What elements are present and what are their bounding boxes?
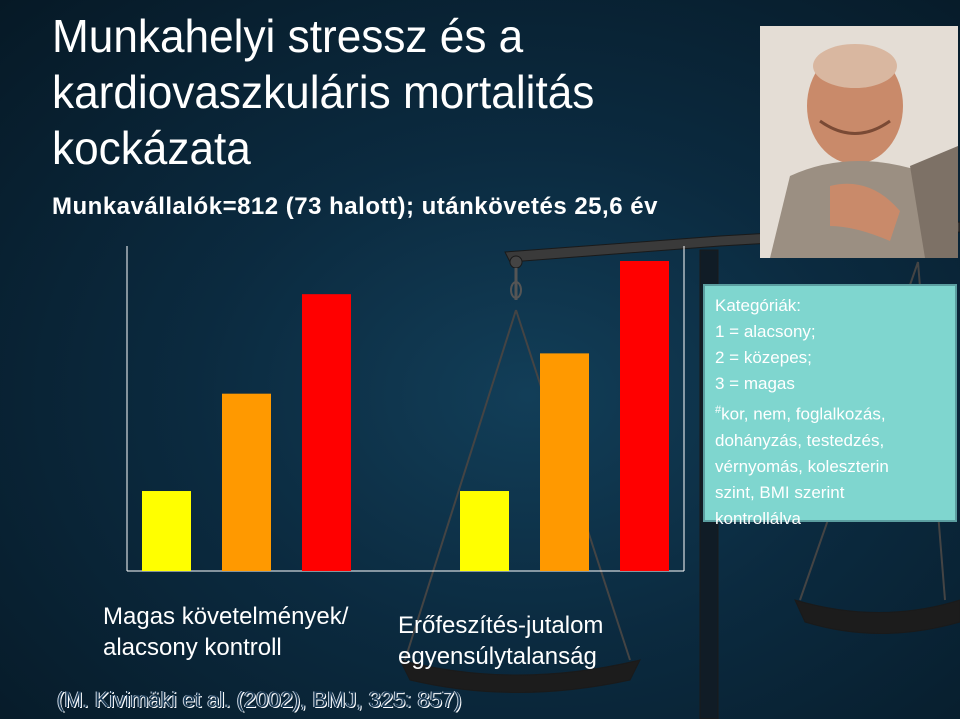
- legend-line-4: 3 = magas: [715, 374, 795, 393]
- bar-group1-cat1: [142, 491, 191, 571]
- group-label-1: Magas követelmények/ alacsony kontroll: [103, 601, 348, 663]
- chest-pain-photo: [760, 26, 958, 258]
- bars-group: [142, 261, 669, 571]
- legend-line-2: 1 = alacsony;: [715, 322, 816, 341]
- bar-group2-cat2: [540, 353, 589, 571]
- study-subtitle: Munkavállalók=812 (73 halott); utánkövet…: [52, 193, 658, 220]
- bar-group2-cat1: [460, 491, 509, 571]
- bar-group2-cat3: [620, 261, 669, 571]
- group-2-label-line-1: Erőfeszítés-jutalom: [398, 612, 604, 639]
- title-line-2: kardiovaszkuláris mortalitás: [52, 66, 595, 118]
- hash-footnote-mark: #: [715, 404, 722, 416]
- bar-group1-cat2: [222, 393, 271, 571]
- page-title: Munkahelyi stressz és a kardiovaszkulári…: [52, 8, 724, 176]
- bar-group1-cat3: [302, 294, 351, 571]
- legend-line-7: vérnyomás, koleszterin: [715, 456, 889, 476]
- group-label-2: Erőfeszítés-jutalom egyensúlytalanság: [398, 610, 603, 672]
- legend-line-5: #kor, nem, foglalkozás,: [715, 397, 955, 428]
- group-2-label-line-2: egyensúlytalanság: [398, 643, 597, 670]
- group-1-label-line-1: Magas követelmények/: [103, 603, 349, 630]
- legend-box: Kategóriák: 1 = alacsony; 2 = közepes; 3…: [703, 284, 957, 528]
- legend-line-3: 2 = közepes;: [715, 348, 812, 367]
- legend-line-6: dohányzás, testedzés,: [715, 430, 885, 450]
- man-clutching-chest-image: [760, 26, 958, 258]
- group-1-label-line-2: alacsony kontroll: [103, 634, 282, 661]
- title-line-3: kockázata: [52, 122, 251, 174]
- legend-line-1: Kategóriák:: [715, 296, 801, 315]
- legend-line-8: szint, BMI szerint: [715, 482, 845, 502]
- legend-line-9: kontrollálva: [715, 508, 801, 528]
- title-line-1: Munkahelyi stressz és a: [52, 10, 524, 62]
- legend-line-5-text: kor, nem, foglalkozás,: [721, 404, 886, 424]
- citation: (M. Kivimäki et al. (2002), BMJ, 325: 85…: [57, 687, 462, 712]
